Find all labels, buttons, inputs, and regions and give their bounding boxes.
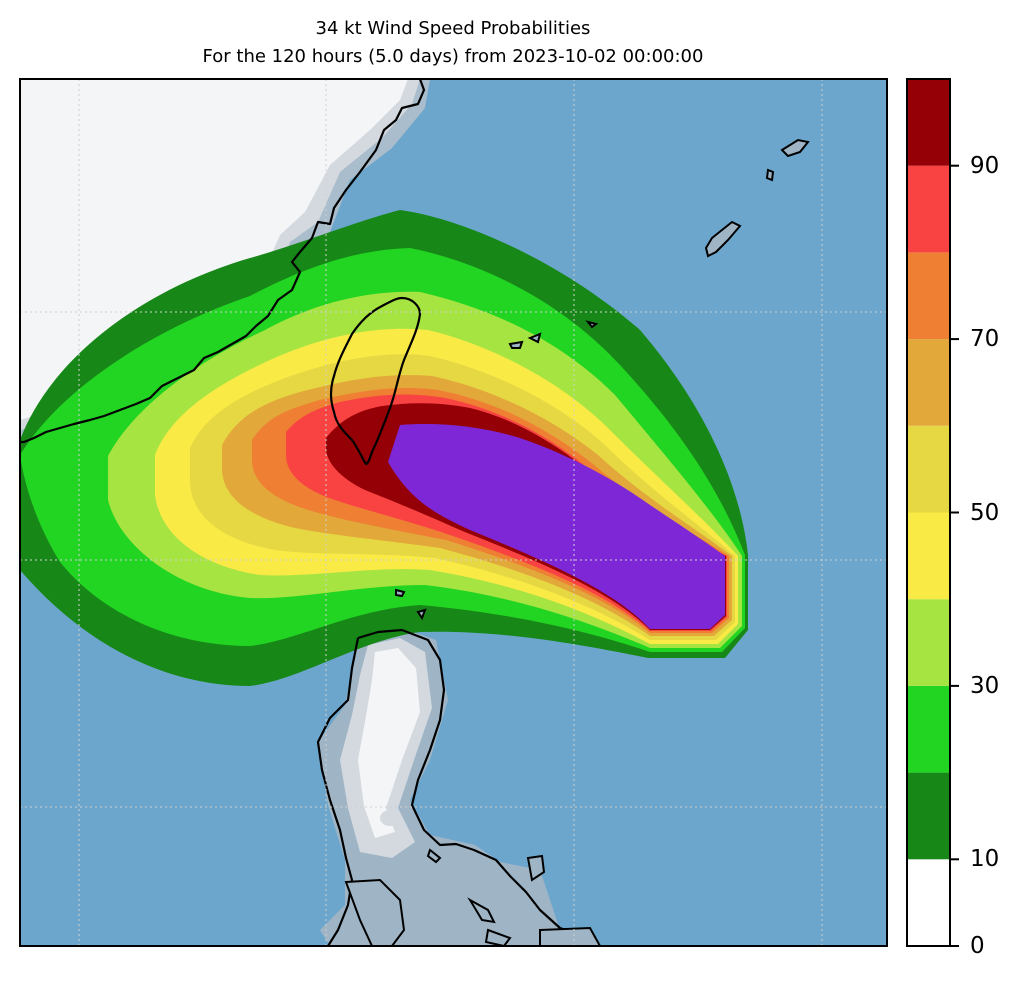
luzon-coastline: [357, 628, 601, 946]
taiwan: [329, 296, 422, 466]
luzon: [318, 628, 600, 946]
colorbar-segment: [907, 339, 950, 426]
colorbar-tick-label: 70: [970, 326, 1000, 353]
colorbar-tick-label: 50: [970, 499, 1000, 526]
colorbar-segment: [907, 859, 950, 946]
colorbar-segment: [907, 512, 950, 600]
map-frame: [19, 78, 888, 947]
contour-90-100: [388, 424, 725, 629]
colorbar: [907, 79, 950, 946]
probability-contours: [20, 210, 748, 686]
luzon-west-coast: [316, 637, 360, 946]
colorbar-segment: [907, 165, 950, 253]
map-panel: [20, 79, 887, 946]
colorbar-tick-label: 90: [970, 152, 1000, 179]
colorbar-tick-label: 0: [970, 933, 985, 959]
islands: [344, 138, 810, 946]
chart-title: 34 kt Wind Speed Probabilities: [315, 18, 591, 39]
colorbar-segment: [907, 425, 950, 513]
chart-subtitle: For the 120 hours (5.0 days) from 2023-1…: [202, 46, 704, 67]
colorbar-tick-label: 30: [970, 672, 1000, 699]
colorbar-segment: [907, 599, 950, 686]
colorbar-ticks: [950, 164, 959, 947]
china-coastline: [20, 79, 426, 444]
colorbar-tick-label: 10: [970, 846, 1000, 873]
colorbar-segment: [907, 772, 950, 860]
colorbar-segment: [907, 685, 950, 773]
colorbar-segment: [907, 252, 950, 340]
colorbar-segment: [907, 79, 950, 166]
